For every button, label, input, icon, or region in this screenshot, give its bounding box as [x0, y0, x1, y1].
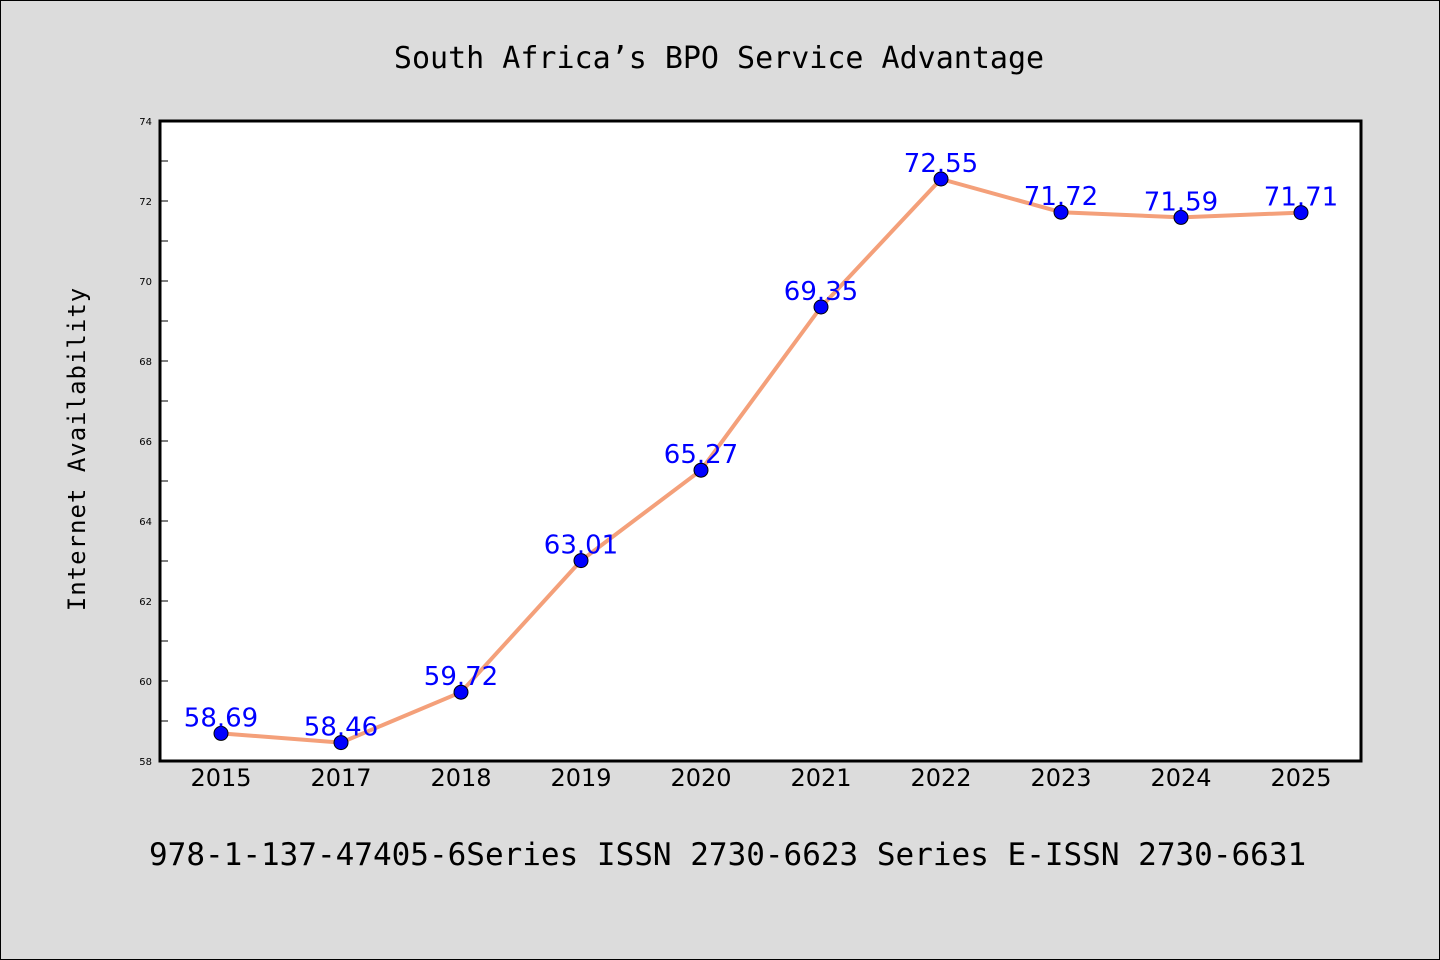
x-tick-label: 2024	[1150, 764, 1211, 792]
x-tick-label: 2023	[1030, 764, 1091, 792]
data-value-label: 63.01	[544, 531, 618, 561]
data-value-label: 71.59	[1144, 187, 1218, 217]
y-tick-label: 74	[139, 117, 152, 128]
y-tick-label: 68	[139, 357, 152, 368]
x-tick-label: 2017	[310, 764, 371, 792]
data-point-marker	[1293, 205, 1309, 221]
data-point-marker	[693, 462, 709, 478]
data-point-marker	[333, 735, 349, 751]
data-value-label: 65.27	[664, 440, 738, 470]
x-tick-label: 2015	[190, 764, 251, 792]
series-line	[219, 177, 1303, 745]
data-labels: 58.69 58.46 59.72 63.01 65.27 69.35 72.55 71.72…	[184, 149, 1338, 743]
y-tick-label: 60	[139, 677, 152, 688]
data-point-marker	[453, 684, 469, 700]
data-value-label: 58.69	[184, 703, 258, 733]
y-tick-label: 58	[139, 757, 152, 768]
y-tick-label: 72	[139, 197, 152, 208]
data-value-label: 71.72	[1024, 182, 1098, 212]
y-tick-label: 62	[139, 597, 152, 608]
data-point-marker	[1053, 204, 1069, 220]
x-tick-label: 2020	[670, 764, 731, 792]
x-tick-label: 2021	[790, 764, 851, 792]
data-point-marker	[933, 171, 949, 187]
x-tick-label: 2022	[910, 764, 971, 792]
x-tick-label: 2018	[430, 764, 491, 792]
y-axis-label: Internet Availability	[63, 287, 91, 611]
data-point-marker	[813, 299, 829, 315]
data-value-label: 71.71	[1264, 183, 1338, 213]
y-tick-label: 66	[139, 437, 152, 448]
x-tick-label: 2025	[1270, 764, 1331, 792]
data-point-marker	[1173, 209, 1189, 225]
y-tick-label: 64	[139, 517, 152, 528]
data-value-label: 72.55	[904, 149, 978, 179]
data-point-marker	[573, 553, 589, 569]
data-markers	[213, 171, 1309, 751]
x-tick-label: 2019	[550, 764, 611, 792]
chart-title: South Africa’s BPO Service Advantage	[394, 41, 1044, 76]
data-value-label: 59.72	[424, 662, 498, 692]
x-axis-ticks: 2015 2017 2018 2019 2020 2021 2022 2023 2024 2025	[190, 764, 1331, 792]
plot-area	[160, 121, 1361, 761]
data-value-label: 58.46	[304, 713, 378, 743]
data-value-label: 69.35	[784, 277, 858, 307]
data-point-marker	[213, 725, 229, 741]
plot-frame	[158, 119, 1363, 763]
series-line-group	[219, 177, 1303, 745]
footer-isbn-text: 978-1-137-47405-6Series ISSN 2730-6623 S…	[149, 837, 1306, 873]
y-tick-label: 70	[139, 277, 152, 288]
